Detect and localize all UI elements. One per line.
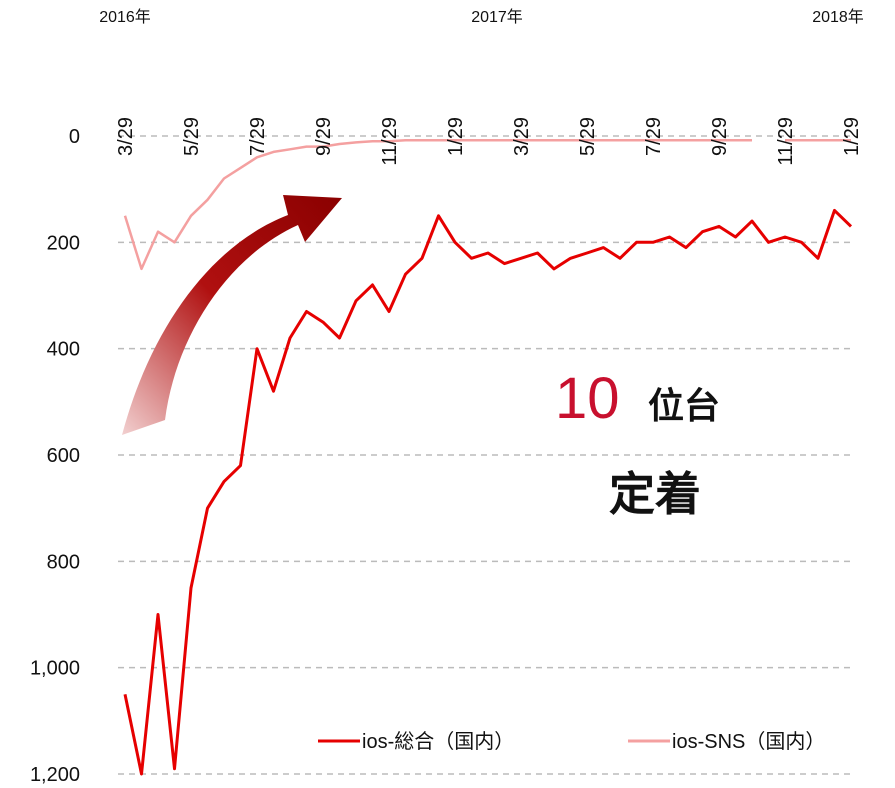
trend-arrow bbox=[122, 195, 342, 435]
y-tick-label: 0 bbox=[69, 126, 80, 148]
year-label: 2016年 bbox=[99, 8, 151, 26]
legend-label: ios-総合（国内） bbox=[362, 730, 514, 753]
x-tick-label: 3/29 bbox=[115, 117, 137, 156]
y-tick-label: 800 bbox=[47, 551, 80, 573]
series-line bbox=[123, 208, 853, 776]
series-line bbox=[123, 139, 851, 271]
x-tick-label: 3/29 bbox=[511, 117, 533, 156]
legend-label: ios-SNS（国内） bbox=[672, 730, 825, 753]
annotation-number: 10 bbox=[555, 366, 620, 431]
x-tick-label: 9/29 bbox=[709, 117, 731, 156]
year-label: 2018年 bbox=[812, 8, 864, 26]
x-tick-label: 5/29 bbox=[577, 117, 599, 156]
x-tick-label: 9/29 bbox=[313, 117, 335, 156]
y-tick-label: 600 bbox=[47, 445, 80, 467]
y-tick-label: 1,200 bbox=[30, 764, 80, 786]
x-tick-label: 11/29 bbox=[775, 117, 797, 166]
y-tick-label: 200 bbox=[47, 232, 80, 254]
y-tick-label: 400 bbox=[47, 339, 80, 361]
annotation-text: 位台 bbox=[648, 385, 720, 426]
x-tick-label: 11/29 bbox=[379, 117, 401, 166]
x-tick-label: 5/29 bbox=[181, 117, 203, 156]
x-tick-label: 7/29 bbox=[247, 117, 269, 156]
year-label: 2017年 bbox=[471, 8, 523, 26]
x-tick-label: 1/29 bbox=[841, 117, 863, 156]
x-tick-label: 1/29 bbox=[445, 117, 467, 156]
y-tick-label: 1,000 bbox=[30, 658, 80, 680]
annotation-text: 定着 bbox=[609, 468, 701, 520]
x-tick-label: 7/29 bbox=[643, 117, 665, 156]
